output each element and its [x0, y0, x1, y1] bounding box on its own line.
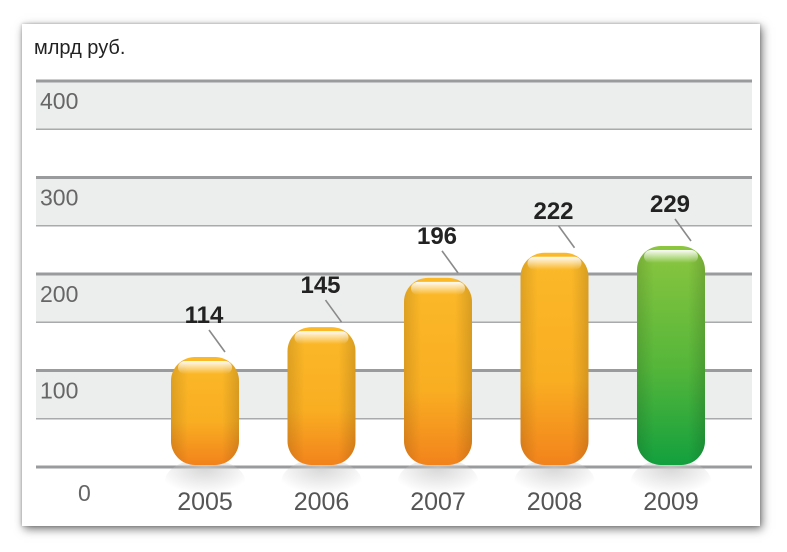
x-tick-label: 2008: [527, 488, 583, 516]
y-tick-label: 0: [78, 480, 91, 506]
leader-line: [557, 225, 576, 249]
bar-2005: [171, 356, 239, 465]
bar-reflection: [398, 459, 478, 503]
value-label: 114: [185, 302, 224, 329]
x-tick-label: 2007: [410, 488, 466, 516]
bar-reflection: [514, 459, 595, 503]
x-tick-label: 2006: [294, 488, 350, 516]
y-tick-label: 200: [40, 281, 78, 307]
bar-reflection: [281, 459, 362, 503]
grid-band: [36, 274, 752, 323]
grid-band: [36, 177, 752, 226]
value-label: 229: [650, 191, 690, 218]
x-tick-label: 2005: [177, 488, 233, 516]
unit-label: млрд руб.: [34, 37, 125, 59]
value-label: 196: [417, 223, 457, 250]
y-tick-label: 400: [40, 88, 78, 114]
leader-line: [674, 218, 692, 242]
leader-line: [208, 329, 226, 353]
bar-reflection: [165, 459, 245, 503]
x-tick-label: 2009: [643, 488, 699, 516]
leader-line: [324, 299, 343, 323]
bar-2008: [520, 252, 589, 465]
leader-line: [441, 250, 459, 274]
value-label: 222: [533, 198, 573, 225]
value-label: 145: [300, 272, 340, 299]
bar-2007: [404, 277, 472, 465]
chart-panel: 0 100 200 300 400 114 2005 145 2006 196 2007 222 200…: [22, 24, 760, 526]
y-tick-label: 300: [40, 185, 78, 211]
bar-2009: [637, 246, 705, 465]
y-tick-label: 100: [40, 378, 78, 404]
bar-chart: 0 100 200 300 400 114 2005 145 2006 196 2007 222 200…: [34, 37, 752, 516]
grid-band: [36, 370, 752, 419]
bar-2006: [287, 327, 356, 465]
grid-band: [36, 81, 752, 130]
bar-reflection: [631, 459, 711, 503]
